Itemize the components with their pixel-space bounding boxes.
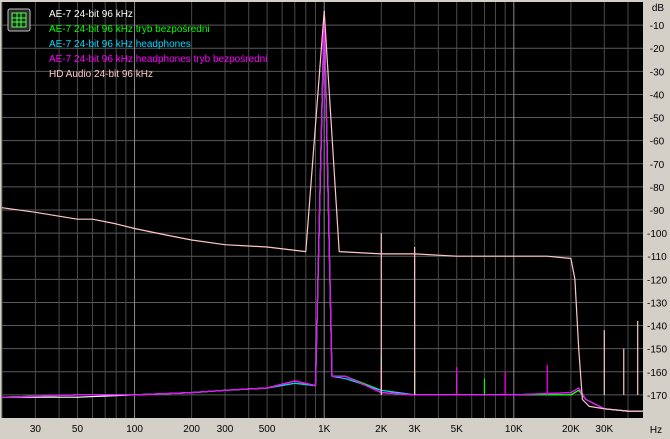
x-axis-unit-label: Hz bbox=[650, 425, 662, 436]
x-tick-label: 20K bbox=[562, 424, 580, 435]
x-tick-label: 5K bbox=[451, 424, 464, 435]
legend-entry-2: AE-7 24-bit 96 kHz headphones bbox=[49, 39, 191, 50]
x-tick-label: 30K bbox=[595, 424, 613, 435]
legend-entry-4: HD Audio 24-bit 96 kHz bbox=[49, 69, 153, 80]
y-tick-label: -70 bbox=[650, 160, 665, 171]
x-tick-label: 3K bbox=[409, 424, 422, 435]
x-tick-label: 30 bbox=[30, 424, 42, 435]
x-tick-label: 10K bbox=[505, 424, 523, 435]
y-tick-label: -170 bbox=[647, 391, 667, 402]
legend-icon[interactable] bbox=[7, 8, 31, 32]
legend-entry-0: AE-7 24-bit 96 kHz bbox=[49, 9, 133, 20]
y-tick-label: -60 bbox=[650, 137, 665, 148]
series-line-4 bbox=[1, 10, 643, 412]
y-tick-label: -160 bbox=[647, 368, 667, 379]
x-tick-label: 300 bbox=[217, 424, 234, 435]
y-tick-label: -140 bbox=[647, 322, 667, 333]
y-axis: dB -10 -20 -30 -40 -50 -60 -70 -80 -90 -100 -110 -1… bbox=[647, 3, 667, 402]
y-tick-label: -50 bbox=[650, 114, 665, 125]
x-axis: Hz 30 50 100 200 300 500 1K 2K 3K 5K 10K 20K 30K bbox=[30, 424, 662, 436]
x-tick-label: 500 bbox=[259, 424, 276, 435]
y-tick-label: -90 bbox=[650, 206, 665, 217]
series-line-3 bbox=[1, 10, 643, 412]
x-tick-label: 1K bbox=[318, 424, 331, 435]
legend-entry-3: AE-7 24-bit 96 kHz headphones tryb bezpo… bbox=[49, 54, 267, 65]
y-tick-label: -80 bbox=[650, 183, 665, 194]
y-tick-label: -130 bbox=[647, 298, 667, 309]
y-tick-label: -150 bbox=[647, 345, 667, 356]
y-tick-label: -10 bbox=[650, 21, 665, 32]
y-tick-label: -120 bbox=[647, 275, 667, 286]
y-axis-unit-label: dB bbox=[652, 3, 665, 14]
y-tick-label: -100 bbox=[647, 229, 667, 240]
y-tick-label: -20 bbox=[650, 44, 665, 55]
y-tick-label: -30 bbox=[650, 67, 665, 78]
series-layer bbox=[1, 10, 643, 412]
x-tick-label: 2K bbox=[375, 424, 388, 435]
y-tick-label: -40 bbox=[650, 90, 665, 101]
legend-entry-1: AE-7 24-bit 96 kHz tryb bezpośredni bbox=[49, 24, 210, 35]
x-tick-label: 100 bbox=[126, 424, 143, 435]
x-tick-label: 50 bbox=[72, 424, 84, 435]
legend: AE-7 24-bit 96 kHz AE-7 24-bit 96 kHz try… bbox=[7, 8, 267, 80]
x-tick-label: 200 bbox=[183, 424, 200, 435]
y-tick-label: -110 bbox=[647, 252, 667, 263]
